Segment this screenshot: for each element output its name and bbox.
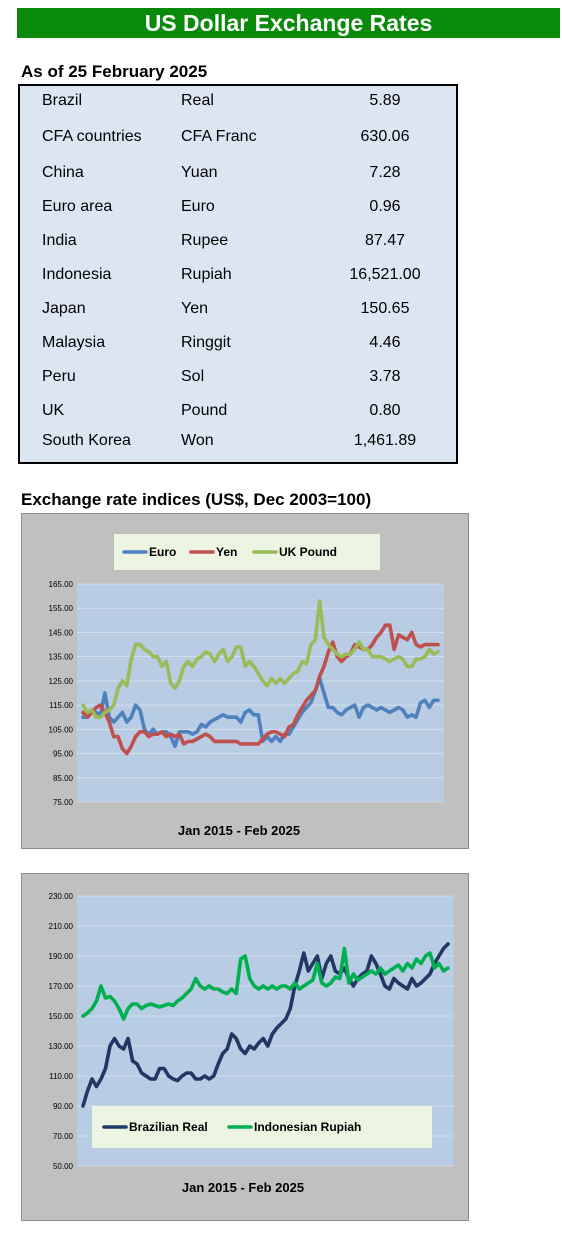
chart2-svg: 230.00 210.00 190.00 170.00 150.00 130.00 110.… [49,892,454,1195]
rate-row: Japan Yen 150.65 [20,300,456,324]
rate-row: CFA countries CFA Franc 630.06 [20,128,456,152]
legend-label: Euro [149,545,176,559]
currency-cell: Euro [181,198,215,215]
as-of-date: As of 25 February 2025 [21,62,208,81]
rate-row: Malaysia Ringgit 4.46 [20,334,456,358]
currency-cell: Real [181,92,214,109]
country-cell: Brazil [42,92,83,109]
y-tick-label: 105.00 [49,725,74,734]
legend-box [114,534,380,570]
series-line-uk-pound [81,599,440,719]
country-cell: China [42,164,84,181]
currency-cell: CFA Franc [181,128,257,145]
x-axis-label: Jan 2015 - Feb 2025 [182,1180,304,1195]
rate-value-cell: 7.28 [369,164,401,181]
series-line-indonesian-rupiah [81,946,450,1021]
country-cell: Japan [42,300,86,317]
rate-row: Euro area Euro 0.96 [20,198,456,222]
y-tick-label: 190.00 [49,952,74,961]
currency-cell: Yen [181,300,208,317]
country-cell: South Korea [42,432,131,449]
y-tick-label: 115.00 [49,701,73,710]
currency-cell: Yuan [181,164,218,181]
rate-row: Brazil Real 5.89 [20,92,456,116]
y-tick-label: 150.00 [49,1012,74,1021]
rate-row: UK Pound 0.80 [20,402,456,426]
rate-value-cell: 5.89 [369,92,401,109]
chart1-svg: 165.00 155.00 145.00 135.00 125.00 115.00 105.… [49,534,444,838]
y-tick-label: 90.00 [53,1102,74,1111]
currency-cell: Rupee [181,232,229,249]
rate-value-cell: 150.65 [360,300,410,317]
indices-section-title: Exchange rate indices (US$, Dec 2003=100… [21,490,372,509]
currency-cell: Pound [181,402,228,419]
legend-label: Yen [216,545,237,559]
legend-label: Brazilian Real [129,1120,208,1134]
currency-cell: Ringgit [181,334,231,351]
rate-value-cell: 4.46 [369,334,401,351]
currency-cell: Won [181,432,214,449]
y-tick-label: 155.00 [49,604,74,613]
rate-value-cell: 16,521.00 [349,266,421,283]
rate-row: Indonesia Rupiah 16,521.00 [20,266,456,290]
rate-row: South Korea Won 1,461.89 [20,432,456,456]
rate-value-cell: 630.06 [360,128,410,145]
y-tick-label: 135.00 [49,653,74,662]
country-cell: CFA countries [42,128,142,145]
country-cell: India [42,232,77,249]
y-tick-label: 165.00 [49,580,74,589]
series-line-yen [81,623,440,756]
y-tick-label: 145.00 [49,628,74,637]
rate-row: China Yuan 7.28 [20,164,456,188]
exchange-rates-table: Brazil Real 5.89 CFA countries CFA Franc 630.… [18,84,458,464]
country-cell: Euro area [42,198,113,215]
currency-cell: Rupiah [181,266,232,283]
legend-label: Indonesian Rupiah [254,1120,361,1134]
y-tick-label: 75.00 [53,798,74,807]
y-tick-label: 125.00 [49,677,74,686]
chart-real-rupiah: 230.00 210.00 190.00 170.00 150.00 130.00 110.… [21,873,469,1221]
rate-value-cell: 3.78 [369,368,401,385]
y-tick-label: 170.00 [49,982,74,991]
legend-label: UK Pound [279,545,337,559]
country-cell: Peru [42,368,76,385]
rate-value-cell: 0.96 [369,198,401,215]
y-tick-label: 85.00 [53,774,74,783]
series-line-brazilian-real [81,942,450,1108]
rate-value-cell: 87.47 [364,232,406,249]
legend-box [92,1106,432,1148]
rate-value-cell: 1,461.89 [353,432,417,449]
y-tick-label: 50.00 [53,1162,74,1171]
y-tick-label: 95.00 [53,750,74,759]
rate-value-cell: 0.80 [369,402,401,419]
y-tick-label: 70.00 [53,1132,74,1141]
country-cell: Malaysia [42,334,106,351]
series-line-euro [81,676,440,749]
currency-cell: Sol [181,368,205,385]
y-tick-label: 110.00 [49,1072,73,1081]
y-tick-label: 210.00 [49,922,74,931]
rate-row: Peru Sol 3.78 [20,368,456,392]
x-axis-label: Jan 2015 - Feb 2025 [178,823,300,838]
page-title: US Dollar Exchange Rates [144,9,433,36]
chart-euro-yen-pound: 165.00 155.00 145.00 135.00 125.00 115.00 105.… [21,513,469,849]
plot-area [77,584,444,802]
y-tick-label: 230.00 [49,892,74,901]
rate-row: India Rupee 87.47 [20,232,456,256]
y-tick-label: 130.00 [49,1042,74,1051]
country-cell: UK [42,402,65,419]
page-title-banner: US Dollar Exchange Rates [17,8,560,38]
country-cell: Indonesia [42,266,112,283]
